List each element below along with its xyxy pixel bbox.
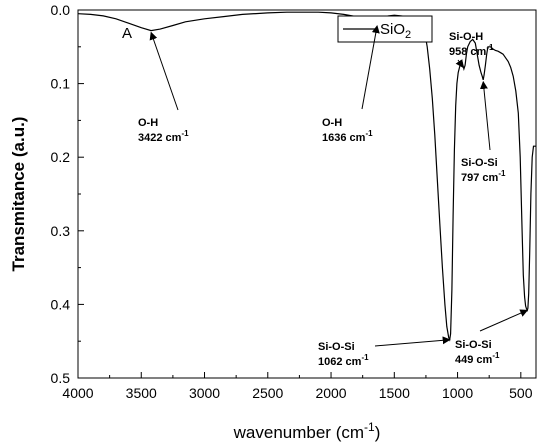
x-tick-label: 3000 [189,385,220,401]
series-line-sio2 [77,11,536,342]
y-tick-label: 0.1 [51,76,71,92]
x-tick-label: 1500 [379,385,410,401]
axis-ticks [77,9,522,379]
annotation-arrow [374,336,451,347]
x-tick-label: 2500 [252,385,283,401]
annotation-arrow [361,25,380,110]
annotation-wavenumber: 1062 cm-1 [318,353,369,368]
y-tick-label: 0.5 [51,370,71,386]
annotation-arrow [149,31,179,111]
annotation-label: O-H [322,117,342,129]
annotation-wavenumber: 797 cm-1 [461,169,506,184]
y-tick-label: 0.0 [51,2,71,18]
annotation-label: O-H [138,117,158,129]
annotation-label: Si-O-Si [318,341,355,353]
annotation-arrow [455,59,464,69]
y-tick-label: 0.4 [51,296,71,312]
x-tick-label: 500 [509,385,533,401]
annotation-arrow [479,80,491,151]
x-tick-label: 2000 [315,385,346,401]
annotation-label: Si-O-H [449,31,483,43]
annotation-label: Si-O-Si [461,157,498,169]
y-tick-label: 0.3 [51,223,71,239]
annotation-wavenumber: 3422 cm-1 [138,129,189,144]
y-tick-label: 0.2 [51,149,71,165]
x-tick-label: 1000 [442,385,473,401]
legend: SiO2 [337,15,433,43]
plot-frame [77,9,537,379]
tick-labels: 4000 3500 3000 2500 2000 1500 1000 500 0.0 0.1 0.2… [51,2,533,401]
annotation-label: Si-O-Si [455,339,492,351]
annotation-wavenumber: 1636 cm-1 [322,129,373,144]
x-axis-title: wavenumber (cm-1) [233,420,381,442]
y-axis-title: Transmitance (a.u.) [9,117,28,272]
annotation-arrow [479,309,529,332]
annotation-wavenumber: 449 cm-1 [455,351,500,366]
x-tick-label: 3500 [126,385,157,401]
legend-entry-sio2: SiO2 [380,21,411,41]
panel-label: A [122,25,132,42]
annotation-wavenumber: 958 cm-1 [449,43,494,58]
x-tick-label: 4000 [62,385,93,401]
